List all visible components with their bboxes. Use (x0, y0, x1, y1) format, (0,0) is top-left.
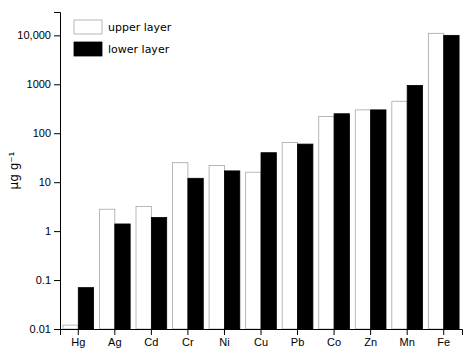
bar (355, 110, 370, 329)
bar (151, 217, 166, 329)
x-tick-label: Pb (291, 336, 304, 348)
bar (334, 114, 349, 329)
x-tick-mark (78, 329, 79, 335)
x-tick-mark (187, 329, 188, 335)
x-tick-label: Ni (219, 336, 229, 348)
y-tick-mark (54, 329, 60, 330)
y-tick-mark (54, 35, 60, 36)
x-tick-mark (370, 329, 371, 335)
x-tick: Pb (291, 329, 304, 348)
y-tick: 1 (45, 225, 60, 237)
bar-series (63, 33, 444, 329)
legend-item: upper layer (74, 20, 172, 34)
legend-label: lower layer (108, 43, 170, 56)
y-tick-label: 10,000 (17, 29, 51, 41)
bar (173, 163, 188, 329)
x-tick-label: Zn (364, 336, 377, 348)
x-tick: Hg (71, 329, 85, 348)
y-tick: 10 (39, 176, 60, 188)
bar-series (78, 35, 459, 329)
x-axis: Hg Ag Cd Cr Ni Cu Pb Co Zn Mn Fe (61, 329, 463, 348)
x-tick-mark (334, 329, 335, 335)
x-axis-line (61, 330, 463, 336)
bar (136, 206, 151, 329)
x-tick-label: Fe (437, 336, 450, 348)
y-tick-label: 0.01 (30, 323, 51, 335)
legend-item: lower layer (74, 42, 170, 56)
x-tick-label: Cd (144, 336, 158, 348)
bars (63, 33, 459, 329)
x-tick-mark (114, 329, 115, 335)
x-tick-label: Co (327, 336, 341, 348)
x-tick: Cd (144, 329, 158, 348)
x-tick-label: Cr (182, 336, 194, 348)
bar (319, 116, 334, 329)
bar (188, 178, 203, 329)
x-tick-mark (151, 329, 152, 335)
y-tick-label: 0.1 (36, 274, 51, 286)
bar (444, 35, 459, 329)
x-tick-mark (443, 329, 444, 335)
legend-label: upper layer (108, 21, 172, 34)
y-tick: 0.1 (36, 274, 60, 286)
y-axis: 0.01 0.1 1 10 100 1000 10,000 (17, 13, 60, 336)
bar (115, 224, 130, 329)
x-tick: Zn (364, 329, 377, 348)
x-tick-label: Cu (254, 336, 268, 348)
x-tick: Mn (400, 329, 415, 348)
x-tick-label: Mn (400, 336, 415, 348)
y-tick-mark (54, 133, 60, 134)
legend-swatch (74, 20, 102, 34)
x-tick-mark (224, 329, 225, 335)
bar (246, 172, 261, 329)
x-tick-mark (407, 329, 408, 335)
x-tick: Cu (254, 329, 268, 348)
plot: Hg Ag Cd Cr Ni Cu Pb Co Zn Mn Fe 0.01 0.1 1 10 100 1000 1… (17, 13, 462, 348)
bar (428, 33, 443, 329)
x-tick: Co (327, 329, 341, 348)
legend: upper layer lower layer (74, 20, 172, 56)
y-tick-mark (54, 182, 60, 183)
y-tick-mark (54, 84, 60, 85)
chart: Hg Ag Cd Cr Ni Cu Pb Co Zn Mn Fe 0.01 0.1 1 10 100 1000 1… (0, 0, 474, 355)
legend-swatch (74, 42, 102, 56)
bar (63, 325, 78, 329)
y-tick-label: 10 (39, 176, 51, 188)
bar (407, 85, 422, 329)
x-tick: Ni (219, 329, 229, 348)
y-axis-line (54, 13, 61, 330)
bar (261, 153, 276, 329)
y-tick: 0.01 (30, 323, 60, 335)
x-tick-label: Ag (108, 336, 121, 348)
bar (371, 110, 386, 329)
y-tick: 100 (33, 127, 60, 139)
y-tick-label: 1000 (27, 78, 51, 90)
bar (224, 171, 239, 329)
bar (99, 209, 114, 329)
x-tick: Cr (182, 329, 194, 348)
bar (209, 165, 224, 329)
bar (298, 144, 313, 329)
x-tick-label: Hg (71, 336, 85, 348)
bar (78, 288, 93, 329)
y-tick-label: 1 (45, 225, 51, 237)
x-tick: Ag (108, 329, 121, 348)
y-tick-mark (54, 231, 60, 232)
y-axis-title: µg g⁻¹ (7, 151, 21, 189)
y-tick-mark (54, 280, 60, 281)
y-tick-label: 100 (33, 127, 51, 139)
x-tick: Fe (437, 329, 450, 348)
y-tick: 1000 (27, 78, 60, 90)
bar (282, 142, 297, 329)
x-tick-mark (261, 329, 262, 335)
y-tick: 10,000 (17, 29, 60, 41)
x-tick-mark (297, 329, 298, 335)
bar (392, 101, 407, 329)
